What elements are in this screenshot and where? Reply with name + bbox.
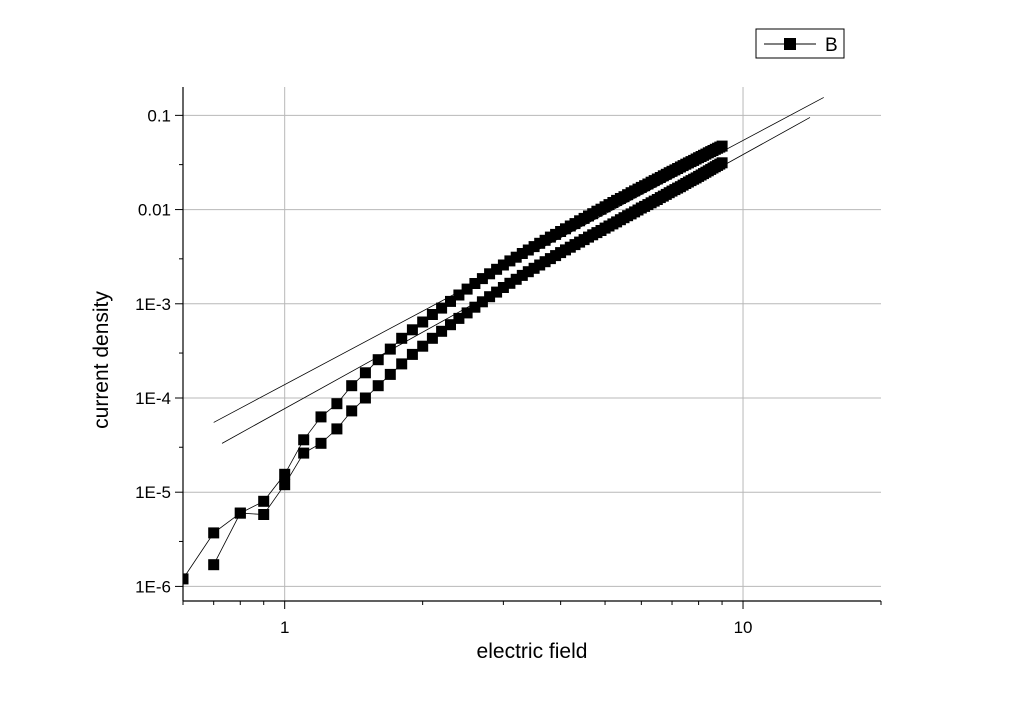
data-point: [258, 495, 270, 507]
data-point: [516, 248, 528, 259]
data-point: [234, 507, 246, 519]
y-tick-label: 1E-5: [135, 483, 171, 502]
data-point: [315, 411, 327, 423]
data-point: [279, 479, 291, 491]
data-point: [258, 509, 270, 520]
data-point: [476, 296, 488, 308]
data-point: [298, 434, 310, 446]
data-point: [497, 259, 509, 271]
data-point: [484, 268, 496, 280]
data-point: [469, 278, 481, 289]
data-point: [331, 423, 343, 435]
data-point: [417, 340, 429, 352]
data-point: [372, 380, 384, 392]
data-point: [396, 332, 408, 344]
data-point: [417, 316, 429, 328]
data-point: [298, 447, 310, 459]
data-point: [528, 262, 540, 274]
data-point: [426, 309, 438, 320]
data-point: [436, 325, 448, 337]
data-point: [372, 354, 384, 366]
x-tick-label: 1: [280, 618, 289, 637]
series-line: [213, 162, 723, 565]
data-point: [491, 286, 503, 298]
legend-label-b: B: [825, 35, 838, 56]
data-point: [522, 244, 534, 256]
legend: B: [755, 28, 845, 59]
data-point: [469, 301, 481, 313]
data-point: [384, 343, 396, 355]
x-axis-title: electric field: [477, 640, 588, 663]
data-point: [315, 437, 327, 449]
data-point: [406, 348, 418, 360]
data-point: [461, 307, 473, 319]
y-axis-title: current density: [90, 291, 113, 429]
data-point: [528, 241, 540, 253]
data-point: [208, 527, 220, 539]
data-point: [384, 368, 396, 380]
data-point: [510, 251, 522, 263]
data-point: [346, 380, 358, 392]
axes: 1 10 1E-6 1E-5 1E-4 1E-3 0.01 0.1: [135, 87, 882, 637]
data-point: [510, 273, 522, 285]
data-point: [504, 255, 516, 267]
data-point: [426, 332, 438, 344]
data-point: [445, 319, 456, 331]
data-point: [406, 324, 418, 336]
data-point: [522, 266, 534, 278]
y-tick-label: 0.1: [147, 106, 171, 125]
data-point: [183, 573, 189, 585]
data-point: [484, 291, 496, 303]
y-tick-label: 1E-6: [135, 577, 171, 596]
data-point: [716, 157, 728, 169]
x-tick-label: 10: [734, 618, 753, 637]
data-point: [461, 283, 473, 295]
data-point: [279, 468, 291, 480]
data-point: [396, 358, 408, 370]
y-tick-label: 0.01: [138, 201, 171, 220]
data-point: [331, 398, 343, 410]
legend-marker-square: [784, 38, 796, 50]
y-tick-label: 1E-4: [135, 389, 171, 408]
data-point: [476, 273, 488, 285]
data-point: [516, 269, 528, 281]
data-point: [491, 263, 503, 275]
data-point: [208, 559, 220, 571]
data-point: [453, 312, 465, 324]
data-point: [497, 282, 509, 293]
data-point: [359, 367, 371, 379]
data-point: [453, 289, 465, 301]
data-point: [436, 302, 448, 314]
data-point: [504, 277, 516, 289]
grid: [183, 87, 881, 601]
series: [183, 140, 728, 585]
data-point: [445, 295, 456, 307]
data-point: [359, 392, 371, 404]
y-tick-label: 1E-3: [135, 295, 171, 314]
data-point: [716, 140, 728, 152]
data-point: [346, 405, 358, 417]
